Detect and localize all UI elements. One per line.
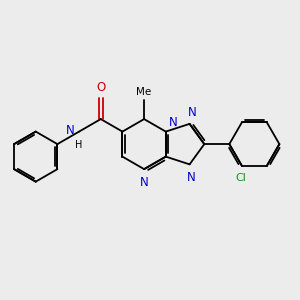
- Text: H: H: [75, 140, 83, 150]
- Text: N: N: [140, 176, 148, 189]
- Text: Cl: Cl: [235, 173, 246, 183]
- Text: Me: Me: [136, 87, 152, 98]
- Text: O: O: [96, 81, 105, 94]
- Text: N: N: [188, 106, 197, 119]
- Text: N: N: [169, 116, 178, 129]
- Text: N: N: [66, 124, 75, 136]
- Text: N: N: [187, 171, 195, 184]
